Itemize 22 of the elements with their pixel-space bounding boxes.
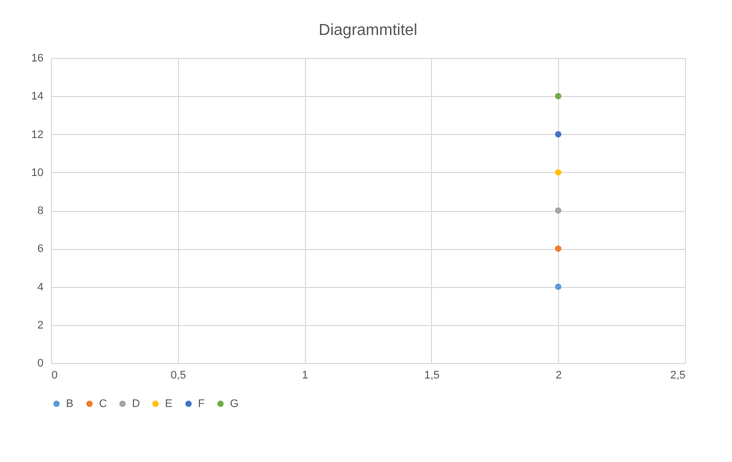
y-tick-label: 12 (31, 128, 44, 141)
y-tick-label: 4 (37, 281, 44, 294)
legend-label: F (198, 398, 205, 410)
x-tick-label: 0,5 (170, 370, 186, 382)
legend-label: D (132, 398, 140, 410)
chart-title: Diagrammtitel (318, 22, 418, 39)
y-tick-label: 16 (31, 52, 44, 64)
legend-label: B (66, 398, 74, 410)
y-tick-label: 14 (31, 90, 44, 103)
x-tick-label: 2,5 (670, 370, 686, 382)
legend-label: C (99, 398, 107, 410)
x-tick-label: 1 (302, 370, 308, 382)
x-tick-label: 2 (556, 370, 562, 382)
y-tick-label: 8 (37, 205, 44, 217)
legend-label: G (230, 398, 239, 410)
legend-label: E (165, 398, 172, 410)
y-tick-label: 0 (37, 358, 44, 370)
x-tick-label: 0 (52, 370, 58, 382)
y-tick-label: 6 (37, 243, 44, 256)
y-tick-label: 10 (31, 166, 44, 179)
y-tick-label: 2 (37, 319, 44, 332)
x-tick-label: 1,5 (424, 370, 440, 382)
